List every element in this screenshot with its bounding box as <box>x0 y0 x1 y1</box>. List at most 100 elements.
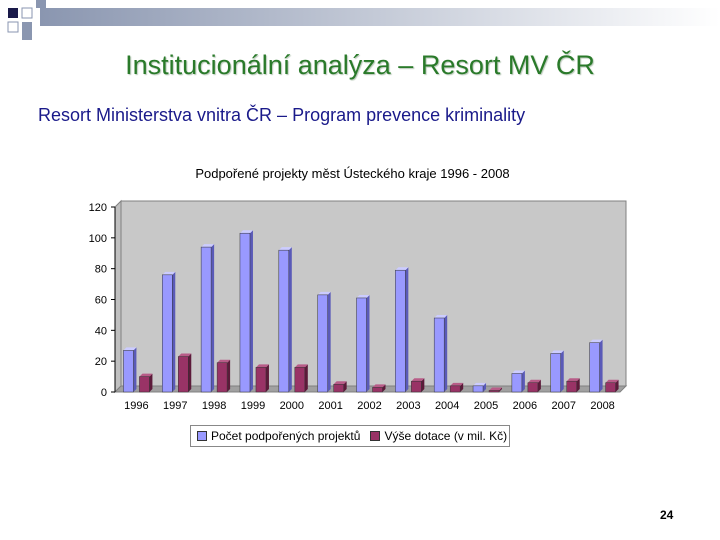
x-tick-label: 1998 <box>202 400 226 412</box>
bar-top-1998-1 <box>217 359 231 363</box>
bar-top-1999-1 <box>255 364 269 368</box>
bar-top-1997-1 <box>178 353 192 357</box>
decor-square-dark <box>8 8 18 18</box>
bar-side-2002-1 <box>382 384 386 392</box>
y-tick-label: 100 <box>89 233 107 245</box>
bar-subsidy-2005 <box>488 390 500 393</box>
bar-top-2004-0 <box>434 315 448 318</box>
bar-projects-2007 <box>550 353 561 393</box>
legend-label-projects: Počet podpořených projektů <box>211 429 361 443</box>
bar-top-2000-0 <box>278 247 292 251</box>
x-tick-label: 1999 <box>241 400 265 412</box>
bar-chart: 0 20 40 60 80 100 120 1996 1997 1998 1999 2000 2001 2… <box>89 199 628 412</box>
bar-subsidy-2001 <box>333 384 344 393</box>
bar-side-1996-1 <box>149 373 153 392</box>
bar-side-1999-0 <box>249 230 253 392</box>
plot-side-wall <box>114 199 122 394</box>
slide-subtitle: Resort Ministerstva vnitra ČR – Program … <box>38 105 526 125</box>
bar-side-2007-0 <box>560 350 564 392</box>
bar-subsidy-1999 <box>255 367 267 393</box>
bar-side-1997-1 <box>188 353 192 392</box>
bar-top-1996-0 <box>123 347 137 351</box>
x-tick-label: 2005 <box>474 400 498 412</box>
bar-projects-1997 <box>162 274 173 393</box>
bar-subsidy-1996 <box>139 376 150 393</box>
bar-side-2003-1 <box>421 378 425 392</box>
bar-projects-1998 <box>200 246 212 393</box>
bar-side-2002-0 <box>366 294 370 392</box>
bar-side-1996-0 <box>133 347 137 392</box>
bar-top-2000-1 <box>294 364 308 368</box>
bar-top-2008-0 <box>589 339 603 343</box>
chart-legend: Počet podpořených projektů Výše dotace (… <box>190 425 510 447</box>
slide-title: Institucionální analýza – Resort MV ČR <box>125 50 595 80</box>
legend-swatch-projects <box>197 431 207 441</box>
x-tick-label: 1996 <box>124 400 148 412</box>
bar-top-1997-0 <box>162 271 176 275</box>
bar-top-1998-0 <box>201 244 215 248</box>
bar-top-1999-0 <box>239 230 253 234</box>
bar-side-2003-0 <box>405 267 409 392</box>
bar-top-2003-1 <box>411 378 425 382</box>
bar-projects-2003 <box>395 269 406 393</box>
bar-top-2007-1 <box>566 378 580 382</box>
bar-subsidy-2003 <box>411 380 422 393</box>
x-tick-label: 2001 <box>318 400 342 412</box>
page-number: 24 <box>660 508 674 522</box>
decor-square-mid <box>22 22 32 32</box>
y-tick-label: 60 <box>95 295 107 307</box>
legend-swatch-subsidy <box>370 431 381 441</box>
legend-item-projects: Počet podpořených projektů <box>197 429 360 443</box>
y-tick-label: 40 <box>95 325 107 337</box>
x-tick-label: 2003 <box>396 400 420 412</box>
bar-top-2005-1 <box>489 387 503 391</box>
bar-side-1997-0 <box>172 271 176 392</box>
x-tick-label: 2004 <box>435 400 459 412</box>
bar-top-2007-0 <box>550 350 564 354</box>
bar-projects-2002 <box>356 297 367 393</box>
x-tick-label: 1997 <box>163 400 187 412</box>
bar-top-2001-1 <box>333 381 347 385</box>
bar-projects-1996 <box>123 350 134 393</box>
bar-side-1998-0 <box>211 244 215 392</box>
x-tick-label: 2008 <box>590 400 614 412</box>
chart-title: Podpořené projekty měst Ústeckého kraje … <box>195 166 510 181</box>
plot-floor <box>113 385 628 393</box>
bar-subsidy-2007 <box>566 380 577 393</box>
bar-side-2000-0 <box>288 247 292 392</box>
bar-subsidy-1998 <box>216 362 228 393</box>
plot-back-wall <box>120 200 627 387</box>
bar-projects-1999 <box>239 232 251 393</box>
bar-projects-2004 <box>433 317 445 393</box>
bar-projects-2006 <box>511 373 523 393</box>
bar-side-2005-0 <box>483 382 487 392</box>
bar-subsidy-2004 <box>449 385 461 393</box>
bar-side-2006-0 <box>521 370 525 392</box>
y-tick-label: 80 <box>95 264 107 276</box>
bar-top-2006-1 <box>527 379 541 383</box>
bar-top-2002-1 <box>372 384 386 388</box>
legend-label-subsidy: Výše dotace (v mil. Kč) <box>384 429 508 443</box>
bar-side-2001-1 <box>343 381 347 392</box>
bar-side-2007-1 <box>576 378 580 392</box>
y-tick-label: 120 <box>89 202 107 214</box>
bar-top-2004-1 <box>450 382 464 386</box>
bar-side-2001-0 <box>327 291 331 392</box>
bar-top-2003-0 <box>395 267 409 271</box>
y-tick-label: 20 <box>95 356 107 368</box>
bar-side-2000-1 <box>304 364 308 392</box>
bar-side-2004-1 <box>460 382 464 392</box>
bar-projects-2005 <box>472 385 484 393</box>
bar-subsidy-2006 <box>527 382 539 393</box>
bar-side-2008-1 <box>615 379 619 392</box>
bar-side-2005-1 <box>499 387 503 392</box>
y-tick-label: 0 <box>101 387 107 399</box>
bar-side-2008-0 <box>599 339 603 392</box>
bar-top-1996-1 <box>139 373 153 377</box>
bar-side-1998-1 <box>227 359 231 392</box>
x-tick-label: 2002 <box>357 400 381 412</box>
bar-projects-2001 <box>317 294 328 393</box>
x-tick-label: 2007 <box>551 400 575 412</box>
bar-top-2008-1 <box>605 379 619 383</box>
bar-top-2005-0 <box>473 382 487 386</box>
